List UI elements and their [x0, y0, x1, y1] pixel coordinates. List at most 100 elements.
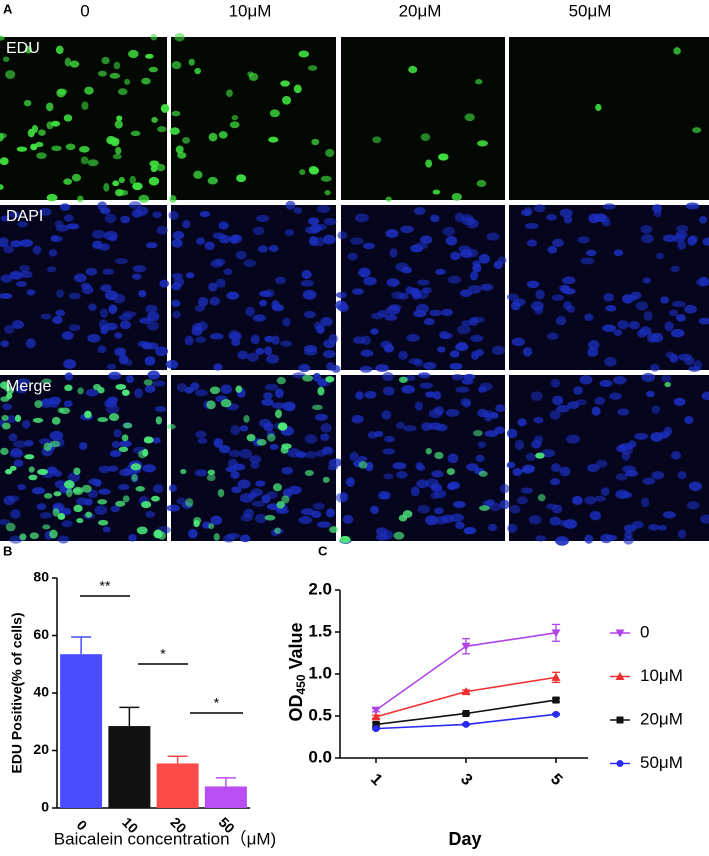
nucleus: [152, 437, 161, 444]
nucleus: [249, 455, 262, 464]
nucleus: [625, 294, 638, 302]
edu-cell: [116, 115, 123, 121]
nucleus: [237, 479, 251, 489]
edu-cell: [304, 470, 314, 477]
nucleus: [345, 477, 355, 487]
edu-cell: [135, 486, 145, 492]
nucleus: [662, 234, 677, 243]
nucleus: [142, 464, 156, 473]
nucleus: [445, 408, 460, 417]
nucleus: [559, 466, 571, 477]
nucleus: [2, 403, 13, 411]
nucleus: [107, 465, 119, 472]
nucleus: [395, 421, 405, 429]
nucleus: [642, 477, 656, 485]
edu-cell: [0, 396, 10, 402]
nucleus: [461, 320, 473, 327]
edu-cell: [398, 514, 408, 522]
nucleus: [147, 321, 160, 331]
nucleus: [250, 334, 260, 345]
nucleus: [111, 440, 120, 449]
nucleus: [522, 347, 533, 357]
nucleus: [208, 282, 218, 292]
nucleus: [246, 352, 259, 362]
nucleus: [210, 515, 223, 525]
nucleus: [102, 268, 115, 275]
nucleus: [449, 350, 460, 358]
nucleus: [63, 400, 73, 408]
nucleus: [215, 278, 226, 288]
nucleus: [256, 214, 270, 223]
nucleus: [455, 521, 465, 530]
nucleus: [410, 486, 420, 497]
edu-cell: [64, 384, 73, 392]
edu-cell: [73, 504, 83, 513]
nucleus: [156, 226, 168, 235]
nucleus: [360, 335, 371, 345]
nucleus: [478, 253, 490, 264]
nucleus: [655, 252, 665, 260]
nucleus: [566, 434, 580, 444]
edu-cell: [77, 387, 84, 395]
nucleus: [588, 213, 601, 224]
nucleus: [511, 337, 526, 347]
edu-cell: [118, 446, 129, 453]
edu-cell: [160, 103, 170, 113]
edu-cell: [0, 132, 7, 139]
bar: [156, 763, 199, 808]
nucleus: [144, 356, 156, 366]
nucleus: [599, 379, 613, 388]
nucleus: [552, 395, 564, 406]
nucleus: [424, 515, 439, 526]
edu-cell: [171, 110, 181, 117]
edu-cell: [6, 386, 14, 395]
nucleus: [166, 504, 180, 512]
edu-cell: [37, 468, 49, 476]
nucleus: [266, 354, 280, 364]
x-tick-label: 3: [457, 771, 475, 789]
edu-cell: [537, 494, 546, 502]
nucleus: [600, 487, 610, 496]
nucleus: [688, 365, 701, 372]
edu-cell: [0, 157, 9, 166]
edu-cell: [307, 65, 318, 71]
nucleus: [40, 313, 52, 320]
nucleus: [230, 471, 240, 479]
nucleus: [609, 392, 622, 400]
nucleus: [32, 245, 42, 255]
edu-cell: [220, 399, 232, 408]
nucleus: [134, 388, 144, 399]
nucleus: [628, 320, 640, 330]
edu-cell: [171, 61, 182, 70]
nucleus: [68, 292, 81, 300]
nucleus: [255, 347, 265, 355]
edu-cell: [282, 95, 292, 105]
nucleus: [401, 385, 415, 394]
nucleus: [315, 324, 325, 334]
y-axis-label-sub: 450: [294, 674, 308, 694]
micrograph: [335, 372, 510, 544]
edu-cell: [153, 529, 163, 539]
edu-cell: [194, 67, 201, 75]
nucleus: [218, 221, 229, 230]
nucleus: [132, 273, 142, 280]
nucleus: [195, 336, 206, 344]
nucleus: [171, 273, 184, 280]
nucleus: [0, 237, 9, 248]
edu-cell: [256, 439, 267, 446]
edu-cell: [155, 416, 162, 425]
edu-cell: [97, 386, 105, 394]
nucleus: [250, 488, 263, 497]
edu-cell: [84, 86, 94, 95]
nucleus: [24, 439, 34, 447]
edu-cell: [269, 109, 280, 118]
edu-cell: [372, 136, 382, 144]
y-tick-label: 0.0: [308, 747, 332, 766]
edu-cell: [425, 159, 433, 168]
nucleus: [120, 215, 131, 224]
nucleus: [517, 418, 527, 427]
edu-cell: [150, 33, 158, 41]
edu-cell: [115, 384, 127, 390]
nucleus: [701, 391, 709, 401]
nucleus: [584, 313, 594, 322]
